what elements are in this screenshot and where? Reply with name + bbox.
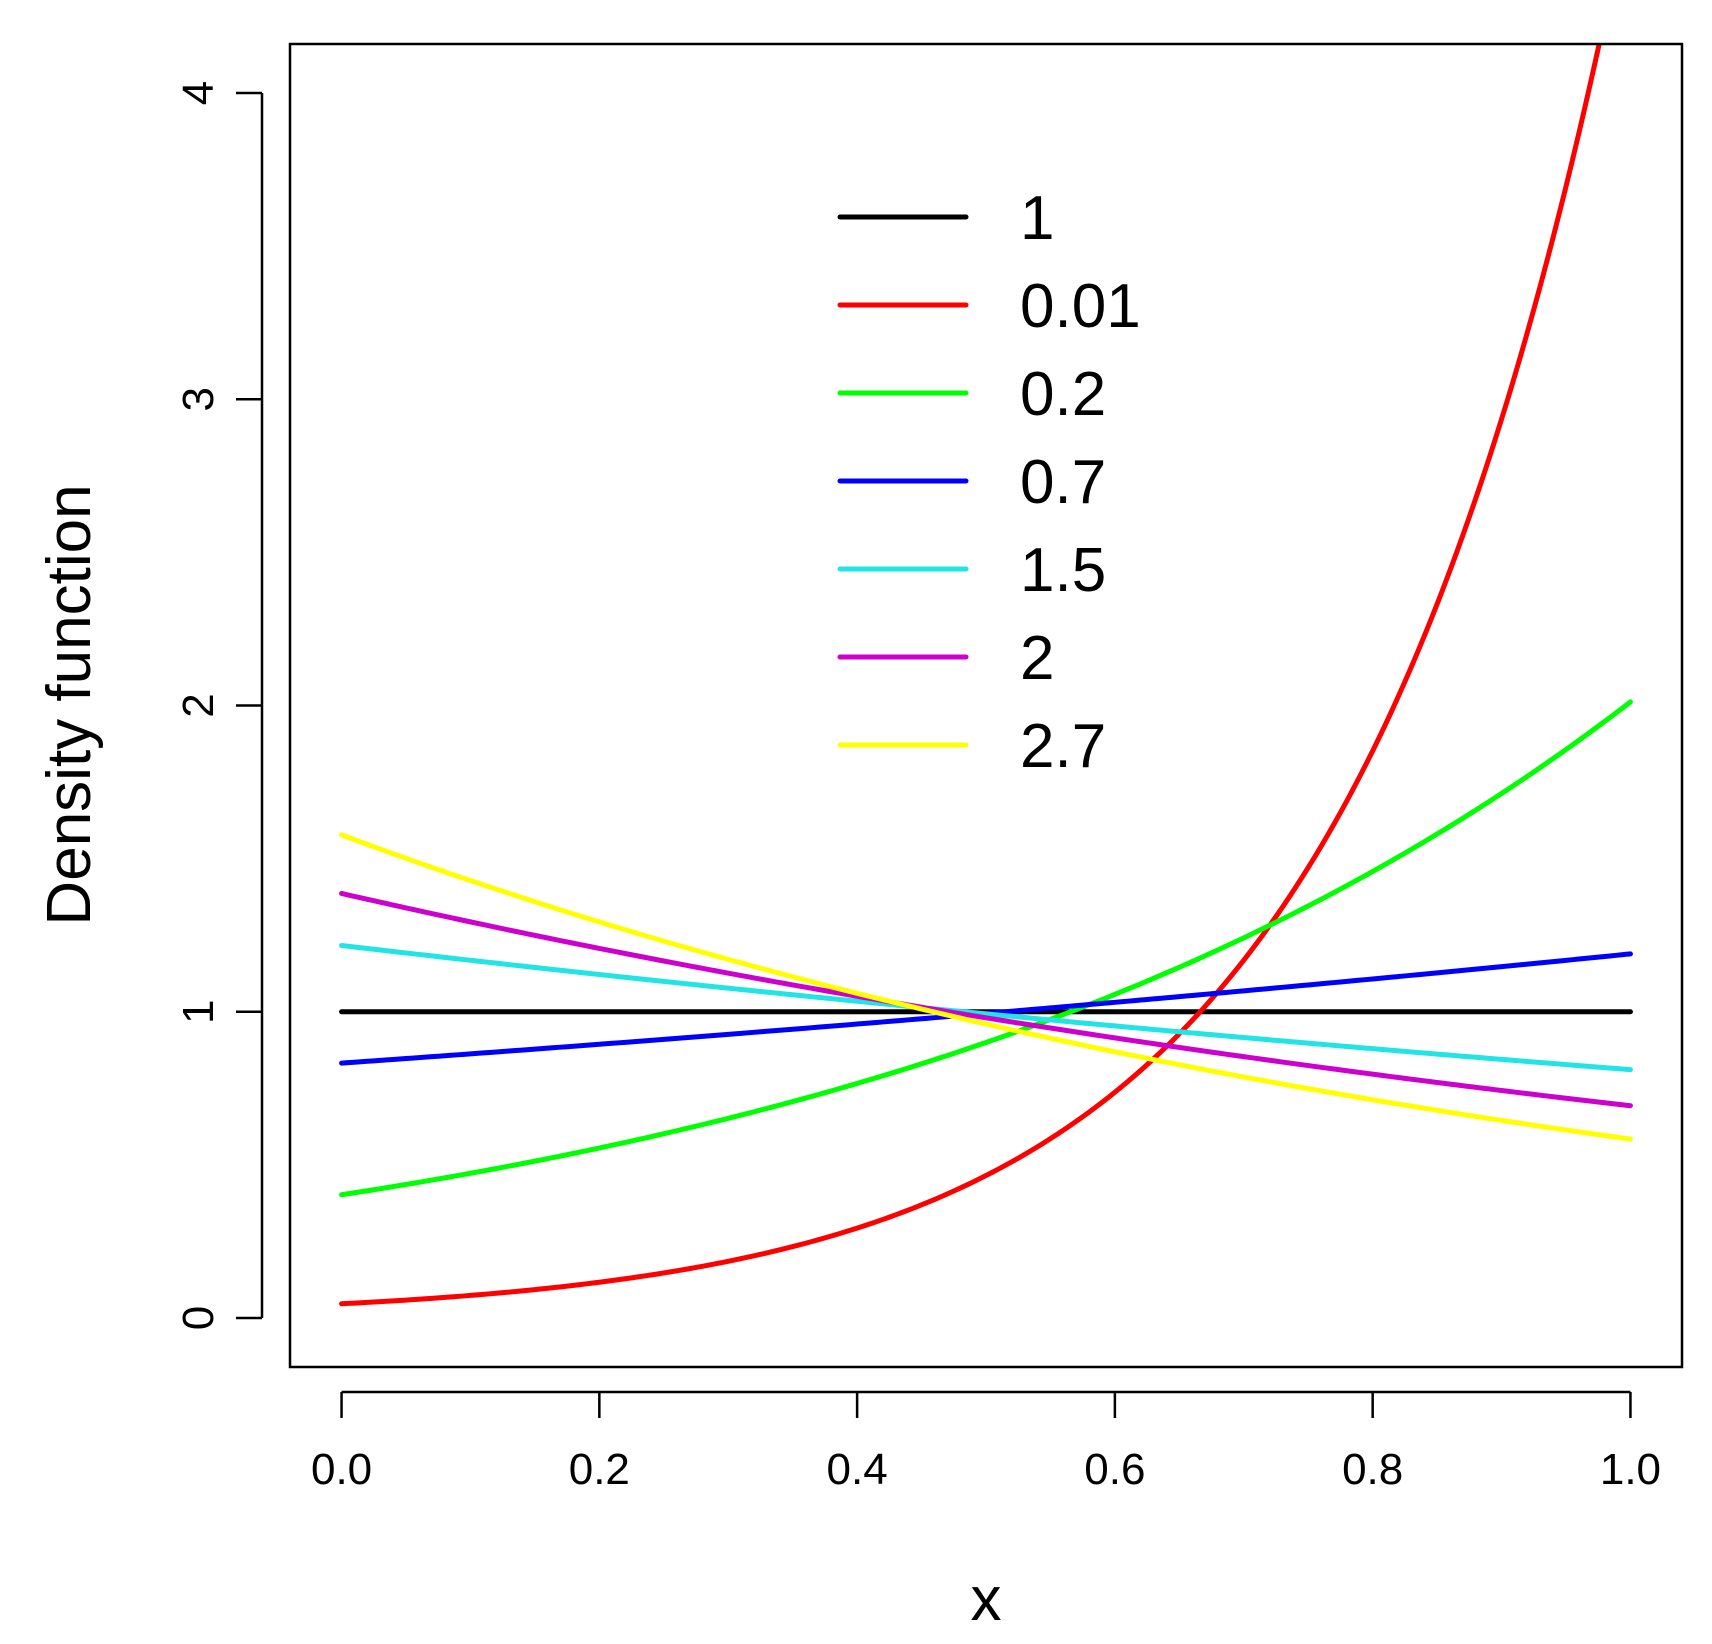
legend-label: 0.01 (1020, 272, 1141, 341)
legend-label: 1 (1020, 184, 1054, 253)
series-line-2-7 (339, 832, 1633, 1142)
x-tick-label: 1.0 (1600, 1445, 1661, 1494)
legend: 1 0.01 0.2 0.7 1.5 2 2.7 (837, 184, 1141, 781)
series-line-0-2 (339, 699, 1633, 1198)
x-tick-label: 0.0 (311, 1445, 372, 1494)
legend-label: 0.2 (1020, 360, 1106, 429)
legend-label: 2 (1020, 624, 1054, 693)
x-axis-title: x (971, 1565, 1002, 1634)
series-line-1-5 (339, 942, 1633, 1073)
x-tick-label: 0.8 (1342, 1445, 1403, 1494)
y-tick-label: 0 (174, 1306, 223, 1330)
series-line-0-01 (339, 44, 1602, 1307)
legend-label: 1.5 (1020, 536, 1106, 605)
x-tick-label: 0.4 (827, 1445, 888, 1494)
series-layer (339, 44, 1633, 1307)
y-axis-title: Density function (35, 484, 104, 925)
y-axis: 0 1 2 3 4 (174, 81, 264, 1330)
y-tick-label: 3 (174, 387, 223, 411)
legend-label: 0.7 (1020, 448, 1106, 517)
y-tick-label: 4 (174, 81, 223, 105)
series-line-2 (339, 890, 1633, 1109)
plot-frame (288, 42, 1684, 1369)
x-axis: 0.0 0.2 0.4 0.6 0.8 1.0 (311, 1390, 1661, 1494)
y-tick-label: 1 (174, 1000, 223, 1024)
y-tick-label: 2 (174, 693, 223, 717)
legend-label: 2.7 (1020, 712, 1106, 781)
x-tick-label: 0.6 (1084, 1445, 1145, 1494)
x-tick-label: 0.2 (569, 1445, 630, 1494)
